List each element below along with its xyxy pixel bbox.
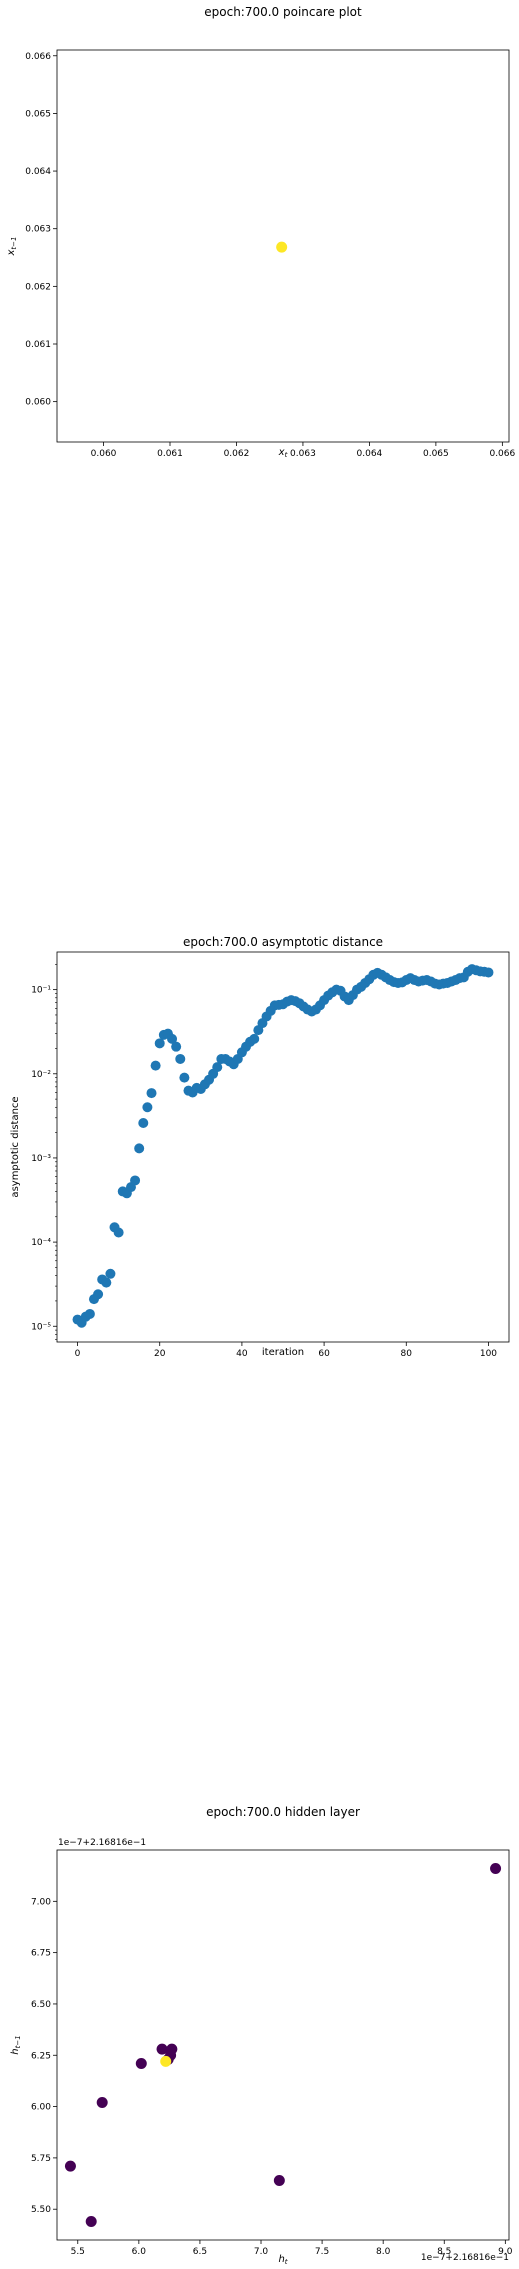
hidden-layer-chart: epoch:700.0 hidden layer 1e−7+2.16816e−1… (10, 1805, 513, 2265)
y-tick-label: 10⁻² (31, 1070, 51, 1080)
scatter-point (179, 1072, 190, 1083)
plot-frame (56, 49, 510, 443)
asymptotic-distance-chart: epoch:700.0 asymptotic distance 0 20 40 60 8… (10, 935, 510, 1359)
scatter-point (138, 1118, 149, 1129)
scatter-point (483, 967, 494, 978)
x-axis-label: xt (278, 447, 288, 459)
scatter-point (134, 1143, 145, 1154)
x-tick-label: 5.5 (71, 2247, 85, 2257)
y-axis-label: xt−1 (6, 237, 18, 257)
y-tick-label: 6.75 (31, 1949, 51, 1959)
x-tick-label: 8.5 (437, 2247, 451, 2257)
x-tick-label: 60 (318, 1349, 330, 1359)
y-axis-label: ht−1 (10, 2035, 22, 2054)
scatter-point (171, 1041, 182, 1052)
y-tick-label: 10⁻¹ (31, 986, 51, 996)
scatter-point (105, 1268, 116, 1279)
y-tick-label: 0.065 (25, 109, 51, 119)
x-axis-label: ht (278, 2254, 287, 2265)
scatter-point (249, 1033, 260, 1044)
plot-frame (56, 1849, 510, 2241)
scatter-point (142, 1102, 153, 1113)
scatter-point (160, 2055, 172, 2067)
scatter-point (96, 2096, 108, 2108)
x-tick-label: 0.061 (157, 449, 183, 459)
scatter-point (130, 1175, 141, 1186)
y-tick-label: 5.75 (31, 2154, 51, 2164)
y-tick-label: 0.064 (25, 167, 51, 177)
x-tick-label: 0.060 (91, 449, 117, 459)
x-tick-label: 0.063 (290, 449, 316, 459)
x-tick-label: 0 (75, 1349, 81, 1359)
scatter-point (84, 1308, 95, 1319)
chart-title: epoch:700.0 poincare plot (204, 5, 362, 19)
y-tick-label: 0.066 (25, 52, 51, 62)
y-tick-label: 10⁻⁴ (31, 1238, 51, 1248)
scatter-point (135, 2057, 147, 2069)
chart-title: epoch:700.0 hidden layer (206, 1805, 360, 1819)
scatter-point (276, 241, 288, 253)
x-tick-label: 6.0 (132, 2247, 147, 2257)
scatter-point (156, 2043, 168, 2055)
x-offset-text: 1e−7+2.16816e−1 (421, 2253, 509, 2263)
scatter-point (113, 1227, 124, 1238)
y-tick-label: 0.060 (25, 398, 51, 408)
scatter-point (212, 1062, 223, 1073)
scatter-point (167, 1033, 178, 1044)
x-tick-label: 100 (480, 1349, 497, 1359)
y-tick-label: 6.25 (31, 2051, 51, 2061)
x-tick-label: 80 (401, 1349, 413, 1359)
x-tick-label: 6.5 (193, 2247, 207, 2257)
scatter-point (64, 2160, 76, 2172)
y-tick-label: 10⁻³ (31, 1154, 51, 1164)
y-tick-label: 6.50 (31, 2000, 51, 2010)
scatter-point (93, 1289, 104, 1300)
scatter-point (150, 1060, 161, 1071)
y-axis-label: asymptotic distance (10, 1096, 21, 1197)
y-tick-label: 5.50 (31, 2205, 51, 2215)
scatter-point (490, 1862, 502, 1874)
y-tick-label: 0.063 (25, 225, 51, 235)
poincare-chart: epoch:700.0 poincare plot 0.060 0.061 0.06… (6, 5, 516, 459)
x-tick-label: 0.064 (357, 449, 383, 459)
y-offset-text: 1e−7+2.16816e−1 (58, 1838, 146, 1848)
y-tick-label: 6.00 (31, 2103, 51, 2113)
scatter-point (85, 2216, 97, 2228)
scatter-point (101, 1277, 112, 1288)
x-axis-label: iteration (262, 1347, 304, 1358)
plot-frame (56, 951, 510, 1343)
y-tick-label: 7.00 (31, 1897, 51, 1907)
x-tick-label: 0.065 (423, 449, 449, 459)
y-tick-label: 10⁻⁵ (31, 1322, 51, 1332)
x-tick-label: 40 (236, 1349, 248, 1359)
x-tick-label: 7.5 (315, 2247, 329, 2257)
x-tick-label: 20 (154, 1349, 166, 1359)
chart-title: epoch:700.0 asymptotic distance (183, 935, 383, 949)
x-tick-label: 9.0 (498, 2247, 513, 2257)
scatter-point (273, 2174, 285, 2186)
x-tick-label: 0.062 (224, 449, 250, 459)
x-tick-label: 8.0 (376, 2247, 391, 2257)
x-tick-label: 0.066 (489, 449, 515, 459)
x-tick-label: 7.0 (254, 2247, 269, 2257)
y-tick-label: 0.061 (25, 340, 51, 350)
scatter-point (175, 1053, 186, 1064)
scatter-point (154, 1038, 165, 1049)
y-tick-label: 0.062 (25, 282, 51, 292)
scatter-point (146, 1088, 157, 1099)
